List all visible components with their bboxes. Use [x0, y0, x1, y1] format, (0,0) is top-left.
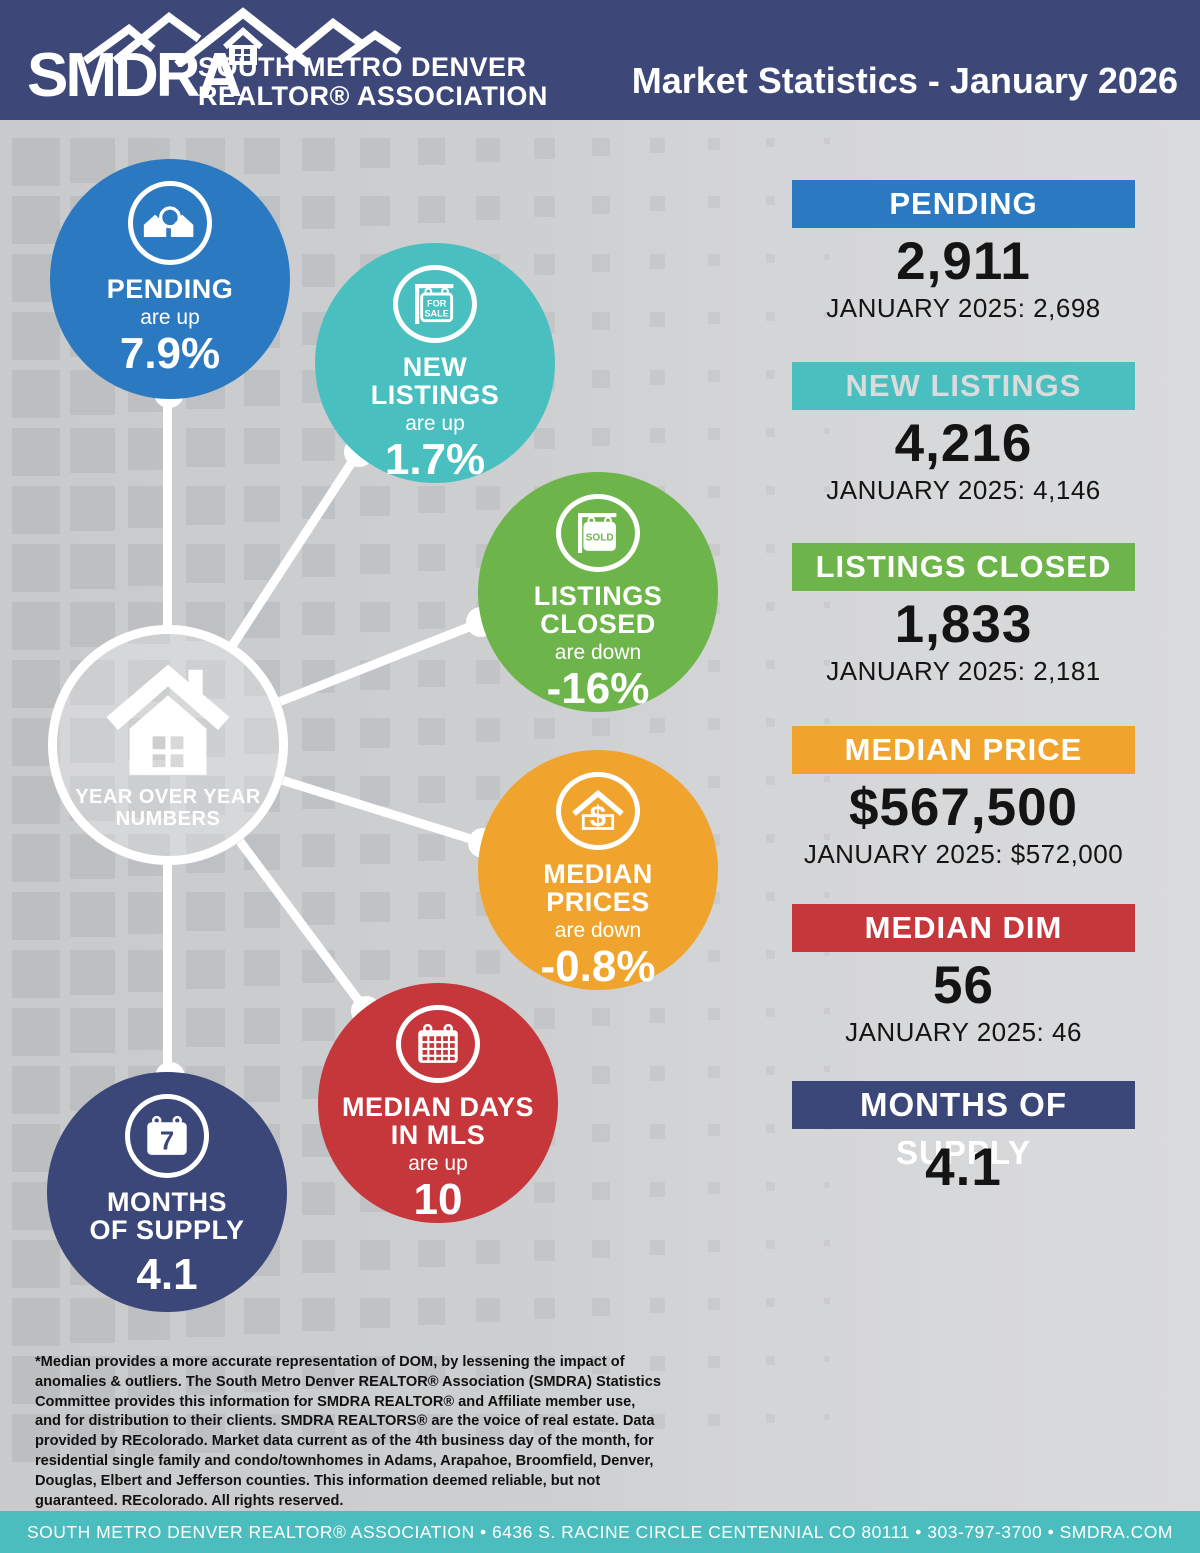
svg-text:SOLD: SOLD: [586, 533, 614, 544]
bubble-direction: are up: [408, 1152, 468, 1175]
bubble-median-prices: $ MEDIAN PRICES are down -0.8%: [478, 750, 718, 990]
stat-value: 56: [933, 956, 994, 1015]
bubble-direction: are up: [140, 306, 200, 329]
smdra-mountains-logo-icon: [82, 7, 402, 67]
houses-magnifier-icon: [143, 206, 194, 237]
stat-prior-year: JANUARY 2025: $572,000: [803, 839, 1124, 869]
bubble-value: 1.7%: [384, 435, 486, 484]
stat-value: 4.1: [925, 1138, 1002, 1197]
stat-title: PENDING: [792, 180, 1135, 228]
stat-block-pending: PENDING 2,911 JANUARY 2025: 2,698: [792, 180, 1135, 324]
stat-title: MONTHS OF SUPPLY: [792, 1081, 1135, 1171]
stat-prior-year: JANUARY 2025: 46: [845, 1017, 1082, 1047]
org-name-line2: REALTOR® ASSOCIATION: [198, 81, 548, 111]
stat-block-new-listings: NEW LISTINGS 4,216 JANUARY 2025: 4,146: [792, 362, 1135, 506]
stat-value: 2,911: [896, 232, 1031, 291]
footer-bar: SOUTH METRO DENVER REALTOR® ASSOCIATION …: [0, 1511, 1200, 1553]
bubble-label: LISTINGS CLOSED: [533, 581, 663, 639]
disclaimer-text: *Median provides a more accurate represe…: [35, 1354, 661, 1509]
connector-line-months-supply: [163, 865, 172, 1077]
svg-text:$: $: [590, 801, 606, 834]
stat-title: LISTINGS CLOSED: [792, 543, 1135, 591]
stat-prior-year: JANUARY 2025: 4,146: [826, 475, 1101, 505]
svg-text:FOR: FOR: [427, 299, 447, 309]
stat-prior-year: JANUARY 2025: 2,698: [826, 293, 1101, 323]
svg-text:7: 7: [160, 1128, 174, 1156]
bubble-label: NEW LISTINGS: [370, 352, 500, 410]
calendar-7-icon: 7: [147, 1115, 187, 1156]
header-bar: SMDRA SOUTH METRO DENVER REALTOR® ASSOCI…: [0, 0, 1200, 120]
org-name-line1: SOUTH METRO DENVER: [198, 52, 527, 82]
logo-text: SMDRA: [27, 41, 242, 110]
bubble-months-of-supply: 7 MONTHS OF SUPPLY 4.1: [47, 1072, 287, 1312]
bubble-median-days: MEDIAN DAYS IN MLS are up 10: [318, 983, 558, 1223]
bubble-label: MEDIAN PRICES: [543, 859, 653, 917]
bubble-value: 7.9%: [119, 329, 221, 378]
stat-title: NEW LISTINGS: [792, 362, 1135, 410]
calendar-grid-icon: [418, 1023, 458, 1063]
bubble-direction: are down: [554, 919, 642, 942]
stat-block-listings-closed: LISTINGS CLOSED 1,833 JANUARY 2025: 2,18…: [792, 543, 1135, 687]
bubble-value: 10: [413, 1175, 463, 1224]
stat-block-months-of-supply: MONTHS OF SUPPLY 4.1: [792, 1081, 1135, 1198]
bubble-direction: are up: [405, 412, 465, 435]
connector-line-pending: [163, 393, 172, 625]
bubble-label: MEDIAN DAYS IN MLS: [341, 1092, 535, 1150]
hub-label: YEAR OVER YEAR NUMBERS: [75, 786, 261, 830]
bubble-value: -0.8%: [540, 942, 656, 991]
year-over-year-hub: YEAR OVER YEAR NUMBERS: [48, 625, 288, 865]
footer-text: SOUTH METRO DENVER REALTOR® ASSOCIATION …: [27, 1521, 1173, 1542]
stat-title: MEDIAN PRICE: [792, 726, 1135, 774]
stat-prior-year: JANUARY 2025: 2,181: [826, 656, 1101, 686]
stat-title: MEDIAN DIM: [792, 904, 1135, 952]
stat-block-median-dim: MEDIAN DIM 56 JANUARY 2025: 46: [792, 904, 1135, 1048]
stat-value: 1,833: [894, 595, 1033, 654]
bubble-value: -16%: [546, 664, 650, 713]
stat-value: 4,216: [894, 414, 1033, 473]
bubble-listings-closed: SOLD LISTINGS CLOSED are down -16%: [478, 472, 718, 712]
house-icon: [106, 664, 230, 775]
sold-sign-icon: SOLD: [578, 513, 617, 553]
bubble-label: MONTHS OF SUPPLY: [89, 1187, 245, 1245]
house-dollar-icon: $: [572, 789, 624, 834]
stat-block-median-price: MEDIAN PRICE $567,500 JANUARY 2025: $572…: [792, 726, 1135, 870]
stat-value: $567,500: [848, 778, 1079, 837]
page-title: Market Statistics - January 2026: [631, 60, 1178, 101]
svg-text:SALE: SALE: [424, 309, 448, 319]
bubble-new-listings: FOR SALE NEW LISTINGS are up 1.7%: [315, 243, 555, 483]
for-sale-sign-icon: FOR SALE: [415, 284, 454, 324]
bubble-direction: are down: [554, 641, 642, 664]
bubble-value: 4.1: [136, 1250, 198, 1299]
bubble-pending: PENDING are up 7.9%: [50, 159, 290, 399]
bubble-label: PENDING: [106, 274, 234, 304]
